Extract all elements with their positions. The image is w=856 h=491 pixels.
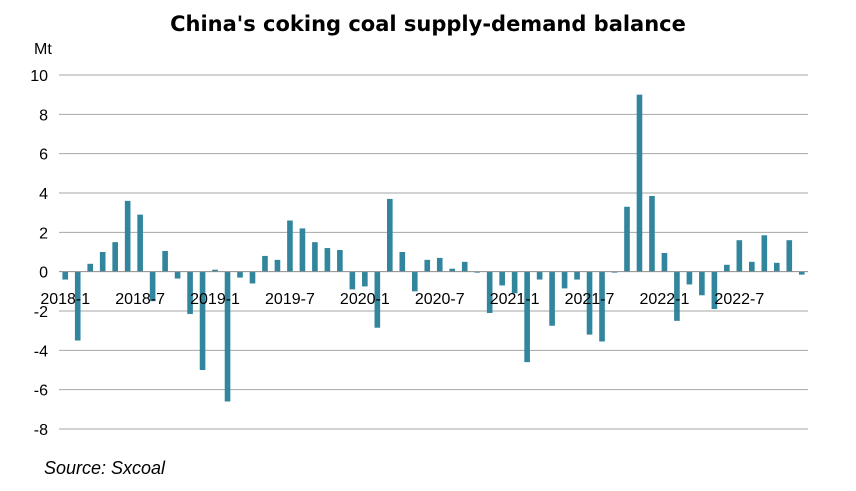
- y-tick-label: -8: [34, 422, 48, 439]
- x-tick-label: 2020-1: [340, 291, 390, 308]
- bar-2019-10: [324, 248, 331, 272]
- bar-2020-9: [461, 261, 468, 272]
- bar-2022-10: [773, 262, 780, 272]
- bar-2019-11: [337, 250, 343, 272]
- chart-title: China's coking coal supply-demand balanc…: [170, 12, 686, 36]
- x-tick-label: 2021-7: [565, 291, 615, 308]
- bar-2020-4: [399, 252, 406, 272]
- bar-2019-3: [237, 271, 243, 278]
- x-tick-label: 2022-7: [714, 291, 764, 308]
- bar-2021-12: [649, 195, 655, 272]
- y-tick-label: 10: [30, 68, 48, 85]
- bar-2020-1: [362, 271, 368, 287]
- bar-2019-9: [312, 242, 318, 272]
- bar-2022-8: [749, 261, 755, 272]
- bar-2018-11: [187, 271, 193, 314]
- bar-2018-10: [174, 271, 181, 279]
- y-tick-label: -4: [34, 343, 48, 360]
- y-tick-label: 4: [39, 186, 48, 203]
- bar-2022-4: [699, 271, 705, 296]
- x-tick-label: 2018-7: [115, 291, 165, 308]
- bar-2018-3: [87, 263, 94, 272]
- bar-2021-11: [636, 94, 643, 272]
- bar-2019-1: [212, 269, 218, 272]
- x-tick-label: 2018-1: [40, 291, 90, 308]
- bar-2018-7: [137, 214, 143, 272]
- gridlines: [59, 74, 808, 430]
- bar-2021-2: [524, 271, 530, 363]
- bars: [62, 94, 805, 402]
- bar-2018-2: [74, 271, 81, 341]
- bar-2018-4: [99, 252, 106, 272]
- y-tick-label: -2: [34, 304, 48, 321]
- bar-2021-3: [536, 271, 543, 280]
- x-axis-tick-labels: 2018-1 2018-7 2019-1 2019-7 2020-1 2020-7 2021…: [40, 291, 764, 308]
- bar-2019-12: [349, 271, 356, 290]
- y-axis-unit-label: Mt: [34, 41, 52, 58]
- bar-2022-6: [724, 264, 730, 272]
- bar-2020-3: [386, 198, 393, 272]
- y-tick-label: 8: [39, 107, 48, 124]
- bar-2018-1: [62, 271, 69, 280]
- y-tick-label: 2: [39, 225, 48, 242]
- bar-2020-6: [424, 259, 431, 272]
- bar-2018-8: [149, 271, 156, 302]
- bar-2022-11: [786, 240, 793, 272]
- bar-2021-4: [549, 271, 555, 326]
- bar-2021-8: [599, 271, 605, 342]
- bar-2020-11: [486, 271, 493, 313]
- x-tick-label: 2021-1: [490, 291, 540, 308]
- bar-2022-1: [661, 252, 668, 272]
- bar-2022-5: [711, 271, 718, 310]
- bar-2019-5: [262, 255, 268, 272]
- bar-2022-9: [761, 235, 768, 272]
- x-tick-label: 2020-7: [415, 291, 465, 308]
- x-tick-label: 2019-1: [190, 291, 240, 308]
- bar-2019-6: [274, 259, 281, 272]
- x-tick-label: 2022-1: [640, 291, 690, 308]
- bar-2022-12: [798, 271, 805, 275]
- bar-2020-5: [411, 271, 418, 292]
- bar-2018-6: [124, 200, 131, 272]
- bar-2021-7: [586, 271, 593, 335]
- bar-2018-12: [199, 271, 206, 370]
- source-note: Source: Sxcoal: [44, 458, 166, 478]
- y-tick-label: -6: [34, 383, 48, 400]
- bar-2021-1: [511, 271, 518, 294]
- bar-2021-5: [561, 271, 568, 289]
- bar-2019-2: [224, 271, 231, 402]
- y-tick-label: 6: [39, 147, 48, 164]
- bar-2020-12: [499, 271, 505, 286]
- bar-2021-10: [624, 206, 630, 272]
- y-tick-label: 0: [39, 265, 48, 282]
- bar-2018-9: [162, 251, 168, 272]
- bar-2020-8: [449, 268, 456, 272]
- bar-2019-4: [249, 271, 256, 284]
- bar-2020-7: [436, 257, 443, 272]
- bar-2019-7: [287, 220, 293, 272]
- bar-2021-6: [574, 271, 580, 280]
- bar-2022-7: [736, 240, 743, 272]
- bar-2018-5: [112, 242, 118, 272]
- bar-2020-2: [374, 271, 381, 328]
- bar-2022-2: [674, 271, 680, 321]
- bar-2019-8: [299, 228, 306, 272]
- bar-2022-3: [686, 271, 693, 285]
- y-axis-tick-labels: -8 -6 -4 -2 0 2 4 6 8 10: [30, 68, 48, 439]
- x-tick-label: 2019-7: [265, 291, 315, 308]
